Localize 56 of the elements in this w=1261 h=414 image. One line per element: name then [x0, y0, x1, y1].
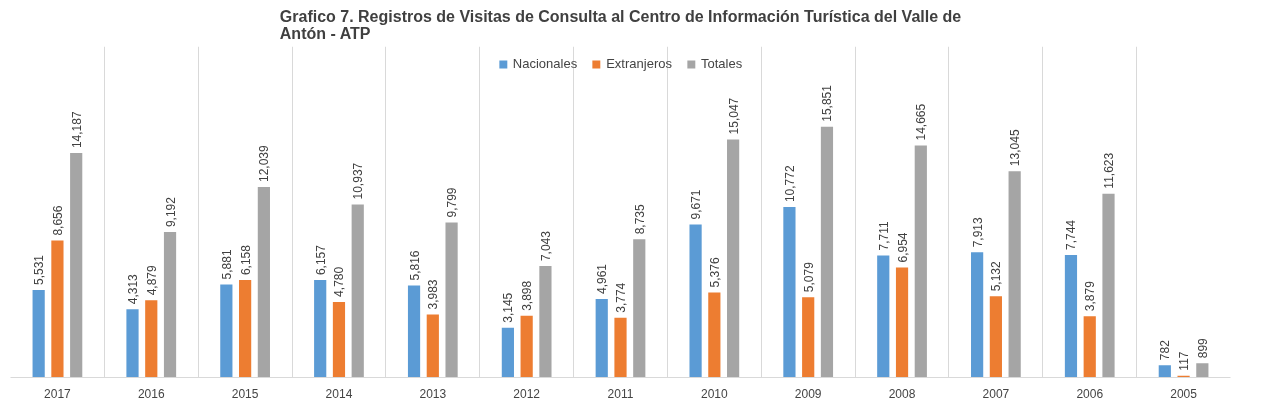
data-label: 5,816 [407, 250, 422, 281]
x-tick-label: 2006 [1076, 386, 1104, 401]
data-label: 5,132 [989, 260, 1004, 292]
data-label: 5,531 [32, 254, 47, 285]
data-label: 4,961 [595, 263, 610, 295]
data-label: 10,772 [782, 165, 797, 203]
x-tick-label: 2013 [419, 386, 447, 401]
legend-label: Extranjeros [606, 56, 672, 71]
x-tick-label: 2015 [231, 386, 259, 401]
data-label: 3,898 [520, 280, 535, 311]
data-label: 14,665 [914, 103, 929, 141]
data-label: 15,851 [820, 84, 835, 122]
data-label: 9,671 [689, 189, 704, 220]
data-label: 6,157 [313, 244, 328, 276]
x-tick-label: 2016 [137, 386, 165, 401]
data-label: 9,192 [163, 196, 178, 228]
x-tick-label: 2011 [607, 386, 634, 401]
data-label: 12,039 [257, 145, 272, 183]
data-label: 899 [1195, 337, 1210, 359]
data-label: 782 [1158, 339, 1173, 361]
x-tick-label: 2012 [513, 386, 541, 401]
x-tick-label: 2010 [701, 386, 729, 401]
x-tick-label: 2007 [982, 386, 1010, 401]
data-label: 3,774 [614, 282, 628, 313]
data-label: 8,656 [50, 205, 65, 236]
data-label: 9,799 [445, 187, 460, 218]
data-label: 5,079 [801, 261, 816, 293]
data-label: 117 [1177, 351, 1192, 371]
data-label: 4,780 [332, 266, 347, 297]
data-label: 4,879 [144, 264, 159, 296]
data-label: 7,744 [1064, 219, 1079, 250]
data-label: 6,954 [895, 232, 910, 263]
data-label: 5,881 [219, 249, 234, 280]
data-label: 7,043 [538, 230, 553, 262]
x-tick-label: 2005 [1170, 386, 1198, 401]
x-tick-label: 2017 [44, 386, 72, 401]
legend-label: Nacionales [512, 56, 578, 71]
data-label: 15,047 [726, 97, 741, 135]
x-tick-label: 2008 [888, 386, 916, 401]
data-label: 6,158 [238, 244, 253, 276]
data-label: 10,937 [351, 162, 366, 200]
x-tick-label: 2014 [325, 386, 353, 401]
data-label: 3,879 [1083, 280, 1098, 312]
data-label: 11,623 [1102, 152, 1116, 189]
chart-title: Grafico 7. Registros de Visitas de Consulta al Centro de Información Turística del Valle de Antón - ATP [279, 7, 962, 42]
legend-label: Totales [700, 56, 743, 71]
data-label: 14,187 [69, 111, 84, 149]
x-tick-label: 2009 [794, 386, 822, 401]
data-label: 3,145 [501, 292, 516, 323]
data-label: 7,913 [970, 216, 985, 248]
data-label: 7,711 [876, 221, 891, 251]
data-label: 5,376 [707, 257, 722, 288]
data-label: 4,313 [126, 273, 140, 305]
data-label: 8,735 [632, 203, 647, 235]
data-label: 13,045 [1008, 129, 1023, 167]
data-label: 3,983 [426, 279, 441, 310]
